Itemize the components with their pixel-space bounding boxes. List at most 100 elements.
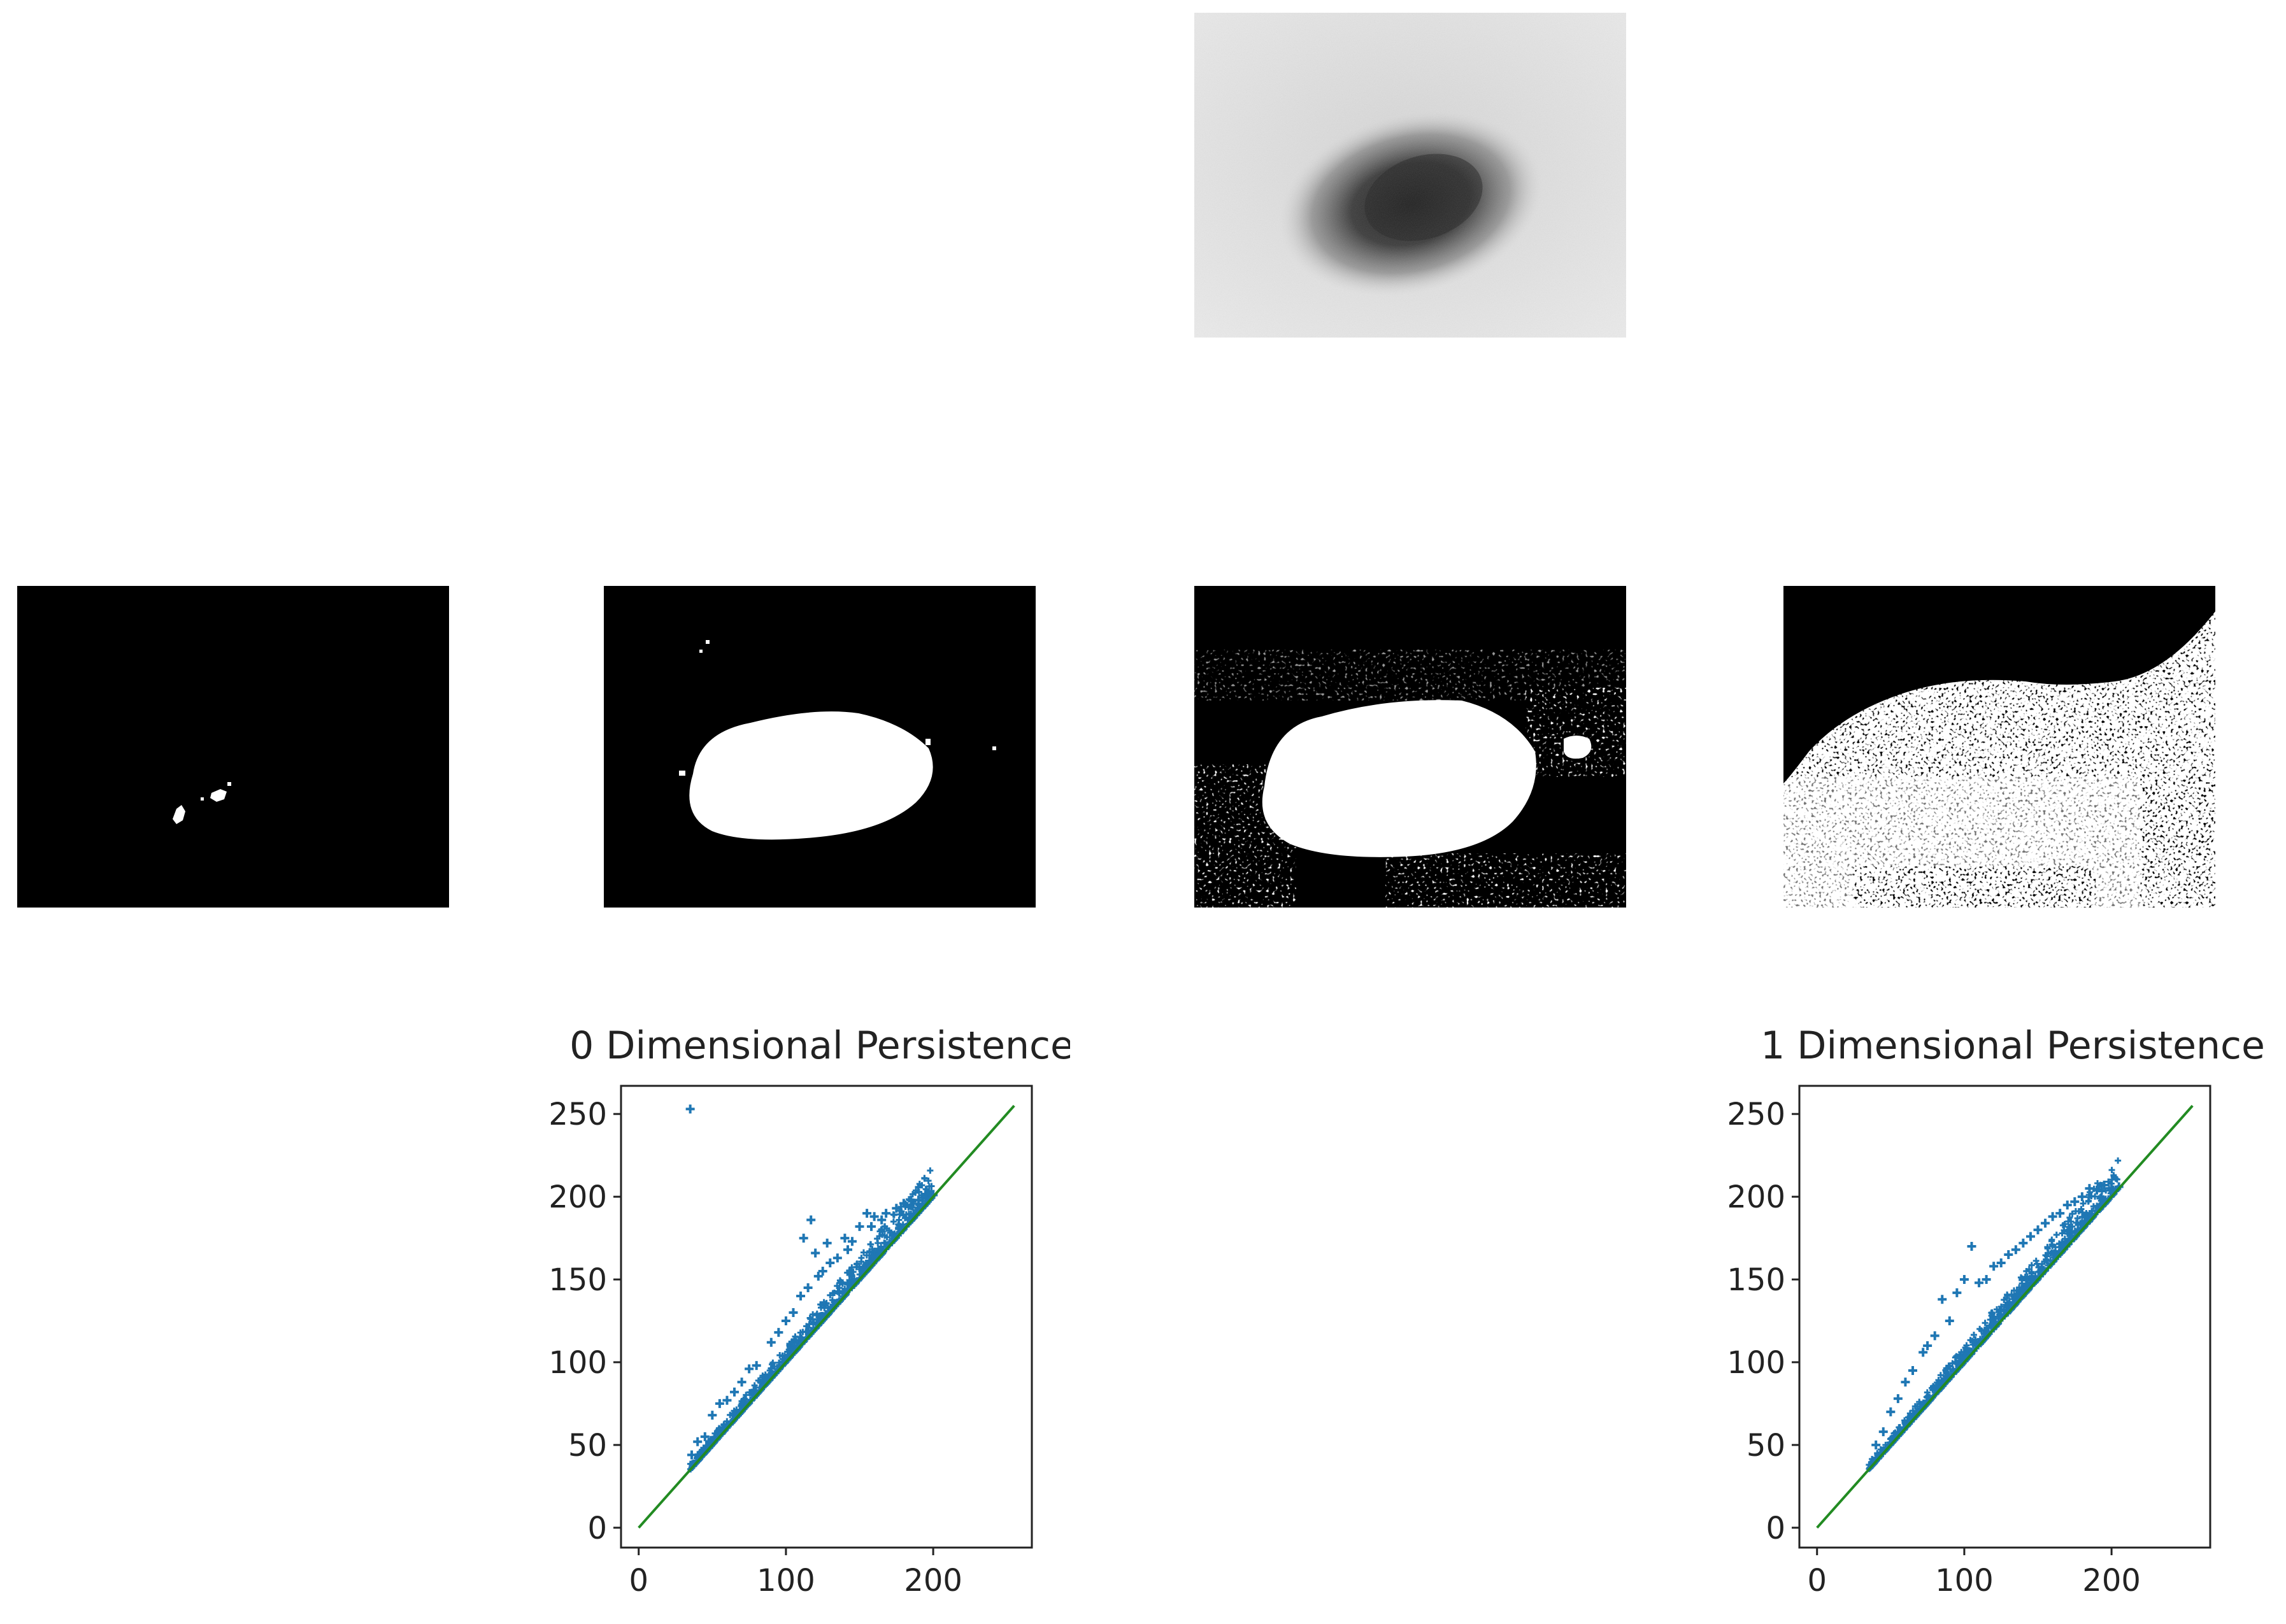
scatter-point	[746, 1389, 753, 1396]
scatter-point	[892, 1204, 901, 1213]
scatter-point	[806, 1215, 816, 1225]
scatter-point	[836, 1290, 843, 1297]
scatter-point	[1947, 1363, 1954, 1370]
y-tick-label: 150	[548, 1262, 607, 1298]
scatter-point	[1923, 1341, 1932, 1350]
scatter-point	[896, 1211, 903, 1218]
scatter-point	[818, 1267, 827, 1276]
scatter-point	[803, 1283, 813, 1293]
y-tick-label: 200	[1727, 1179, 1785, 1215]
y-tick-label: 250	[1727, 1097, 1785, 1132]
scatter-point	[869, 1246, 876, 1253]
scatter-point	[909, 1191, 916, 1198]
scatter-point	[740, 1396, 747, 1403]
scatter-point	[745, 1364, 754, 1374]
scatter-point	[860, 1249, 867, 1256]
scatter-point	[915, 1184, 922, 1191]
chart-title: 1 Dimensional Persistence	[1761, 1023, 2265, 1068]
scatter-point	[2108, 1167, 2115, 1174]
scatter-point	[2022, 1283, 2029, 1290]
scatter-point	[2052, 1244, 2059, 1251]
scatter-point	[822, 1238, 832, 1248]
scatter-point	[877, 1215, 887, 1225]
scatter-point	[899, 1199, 908, 1208]
scatter-point	[1961, 1355, 1968, 1362]
scatter-point	[1953, 1353, 1960, 1360]
scatter-point	[2092, 1185, 2101, 1195]
scatter-point	[2017, 1274, 2024, 1281]
x-tick-label: 200	[904, 1563, 962, 1599]
scatter-point	[2115, 1157, 2122, 1164]
persistence-chart-0-svg: 0 Dimensional Persistence 0 100 200 0 50 100 1…	[548, 1023, 1070, 1599]
scatter-point	[836, 1277, 843, 1284]
scatter-point	[1943, 1368, 1950, 1375]
scatter-point	[1975, 1278, 1984, 1288]
x-tick-label: 100	[1935, 1563, 1994, 1599]
scatter-point	[817, 1301, 824, 1308]
scatter-point	[1938, 1295, 1947, 1304]
scatter-point	[776, 1359, 783, 1366]
scatter-point	[1896, 1424, 1903, 1431]
axes-frame	[1798, 1085, 2211, 1549]
scatter-point	[1954, 1360, 1961, 1367]
scatter-point	[921, 1174, 928, 1181]
scatter-point	[855, 1222, 864, 1231]
x-tick-label: 0	[1807, 1563, 1827, 1599]
y-tick-label: 0	[1766, 1511, 1785, 1546]
scatter-point	[2055, 1209, 2065, 1218]
diagonal-line	[1816, 1104, 2194, 1529]
scatter-point	[913, 1195, 923, 1205]
scatter-point	[2024, 1273, 2031, 1280]
scatter-point	[882, 1209, 891, 1218]
scatter-point	[2028, 1262, 2035, 1269]
y-tick-label: 150	[1727, 1262, 1785, 1298]
scatter-point	[847, 1237, 857, 1246]
scatter-point	[2048, 1237, 2055, 1244]
scatter-point	[820, 1299, 827, 1306]
scatter-point	[1941, 1375, 1948, 1382]
y-tick-label: 200	[548, 1179, 607, 1215]
scatter-point	[1989, 1312, 1996, 1319]
scatter-point	[2048, 1212, 2057, 1222]
scatter-point	[776, 1351, 783, 1358]
scatter-point	[2062, 1200, 2072, 1210]
scatter-point	[2069, 1210, 2076, 1217]
scatter-point	[895, 1225, 902, 1232]
scatter-point	[883, 1234, 890, 1241]
scatter-point	[2078, 1206, 2085, 1213]
scatter-point	[881, 1223, 888, 1230]
scatter-point	[2086, 1193, 2093, 1200]
scatter-point	[2080, 1200, 2087, 1207]
scatter-point	[2025, 1232, 2035, 1241]
scatter-point	[1982, 1320, 1989, 1327]
scatter-point	[2061, 1220, 2068, 1227]
chart-title: 0 Dimensional Persistence	[569, 1023, 1070, 1068]
scatter-point	[840, 1234, 850, 1243]
scatter-band	[1866, 1157, 2122, 1472]
threshold-image-1	[17, 586, 449, 908]
scatter-point	[875, 1239, 882, 1246]
scatter-point	[2097, 1197, 2104, 1204]
scatter-point	[1983, 1327, 1990, 1334]
scatter-point	[2083, 1210, 2090, 1217]
scatter-point	[849, 1276, 856, 1283]
scatter-point	[890, 1211, 897, 1218]
scatter-point	[1918, 1348, 1928, 1357]
scatter-point	[811, 1248, 820, 1258]
scatter-point	[925, 1189, 932, 1196]
scatter-point	[1886, 1407, 1896, 1416]
scatter-point	[923, 1186, 930, 1193]
scatter-point	[698, 1448, 705, 1455]
scatter-point	[2028, 1274, 2035, 1281]
scatter-point	[708, 1411, 717, 1420]
scatter-point	[2004, 1292, 2011, 1299]
scatter-point	[700, 1432, 710, 1441]
scatter-point	[862, 1209, 872, 1218]
scatter-point	[1901, 1378, 1910, 1387]
scatter-point	[839, 1288, 847, 1295]
scatter-point	[810, 1320, 817, 1327]
scatter-point	[2038, 1265, 2045, 1272]
scatter-point	[888, 1229, 895, 1236]
scatter-point	[2065, 1218, 2072, 1225]
scatter-point	[2110, 1172, 2117, 1179]
